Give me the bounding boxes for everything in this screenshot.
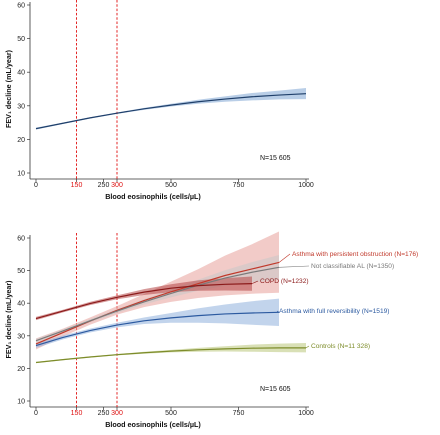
x-tick-label: 150	[71, 182, 83, 189]
series-line	[35, 311, 280, 347]
x-tick-label: 750	[233, 182, 245, 189]
series-line	[35, 93, 307, 130]
series-label: Controls (N=11 328)	[311, 343, 370, 350]
series-line	[35, 261, 280, 345]
series-label: Asthma with full reversibility (N=1519)	[279, 308, 389, 315]
y-axis-title: FEV₁ decline (mL/year)	[4, 49, 13, 128]
x-axis-title: Blood eosinophils (cells/µL)	[105, 192, 201, 201]
x-tick-label: 250	[98, 182, 110, 189]
x-tick-label: 300	[111, 410, 123, 417]
y-tick-label: 60	[17, 236, 25, 243]
y-tick-label: 60	[17, 3, 25, 10]
x-tick-label: 750	[233, 410, 245, 417]
series-label: COPD (N=1232)	[260, 278, 309, 285]
y-tick-label: 10	[17, 171, 25, 178]
confidence-band	[36, 254, 279, 343]
x-tick-label: 1000	[298, 182, 314, 189]
series-label: Asthma with persistent obstruction (N=17…	[292, 251, 418, 258]
x-tick-label: 150	[71, 410, 83, 417]
y-tick-label: 50	[17, 36, 25, 43]
y-tick-label: 30	[17, 103, 25, 110]
series-line	[35, 347, 306, 364]
series-line	[35, 266, 280, 342]
sample-size-note: N=15 605	[260, 386, 291, 393]
x-tick-label: 1000	[298, 410, 314, 417]
series-label-leader	[278, 253, 291, 263]
series-label-leader	[278, 265, 310, 268]
chart-panel-bottom: 10 20 30 40 50 60 0 150 250 300 500 750 1000 Asthma w…	[4, 231, 418, 429]
y-tick-label: 20	[17, 137, 25, 144]
y-tick-label: 40	[17, 301, 25, 308]
y-axis-title: FEV₁ decline (mL/year)	[4, 280, 13, 359]
x-tick-label: 0	[34, 182, 38, 189]
y-tick-label: 50	[17, 268, 25, 275]
x-tick-label: 300	[111, 182, 123, 189]
confidence-band	[36, 276, 252, 321]
y-tick-label: 30	[17, 333, 25, 340]
x-tick-label: 500	[165, 182, 177, 189]
x-tick-label: 250	[98, 410, 110, 417]
y-tick-label: 40	[17, 70, 25, 77]
x-tick-label: 0	[34, 410, 38, 417]
series-label-leader	[251, 280, 259, 284]
sample-size-note: N=15 605	[260, 155, 291, 162]
x-axis-title: Blood eosinophils (cells/µL)	[105, 420, 201, 429]
confidence-band	[36, 298, 279, 348]
y-tick-label: 10	[17, 399, 25, 406]
chart-panel-top: 10 20 30 40 50 60 0 150 250 300 500 750 1000 N=15 605…	[4, 0, 314, 201]
series-line	[35, 283, 253, 320]
x-tick-label: 500	[165, 410, 177, 417]
series-label-leader	[305, 345, 310, 349]
series-label-leader	[276, 310, 280, 313]
y-tick-label: 20	[17, 366, 25, 373]
series-label: Not classifiable AL (N=1350)	[311, 263, 394, 270]
